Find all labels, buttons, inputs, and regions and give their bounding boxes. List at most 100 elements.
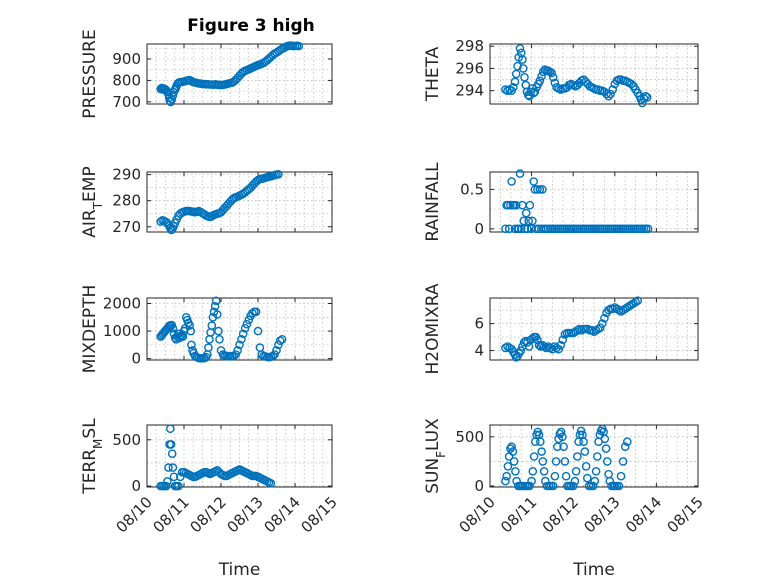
axis-box bbox=[146, 297, 333, 361]
data-point bbox=[560, 457, 570, 466]
data-point bbox=[516, 346, 526, 355]
data-point bbox=[591, 466, 601, 476]
data-point bbox=[533, 185, 542, 194]
data-point bbox=[168, 463, 178, 472]
y-tick-label: 800 bbox=[112, 71, 141, 89]
y-tick-label: 0 bbox=[131, 350, 141, 368]
data-point bbox=[514, 224, 524, 234]
data-point bbox=[501, 476, 510, 486]
data-point bbox=[508, 83, 518, 92]
data-point bbox=[169, 472, 179, 482]
data-point bbox=[166, 321, 175, 331]
data-point bbox=[210, 301, 220, 311]
y-tick-label: 0 bbox=[131, 477, 141, 495]
y-tick-label: 294 bbox=[455, 82, 484, 100]
data-point bbox=[177, 330, 187, 340]
subplot-pressure: 700 800 900 PRESSURE bbox=[80, 29, 333, 119]
data-point bbox=[603, 457, 612, 466]
data-point bbox=[507, 442, 516, 452]
data-point bbox=[174, 481, 183, 491]
data-point bbox=[633, 296, 643, 306]
x-tick-label: 08/15 bbox=[664, 493, 707, 536]
data-point bbox=[511, 200, 521, 210]
data-point bbox=[623, 437, 632, 447]
data-point bbox=[163, 477, 172, 486]
data-point bbox=[528, 466, 538, 476]
data-point bbox=[516, 224, 526, 234]
data-point bbox=[580, 447, 590, 456]
data-point bbox=[277, 334, 287, 344]
data-point bbox=[528, 216, 537, 226]
data-point bbox=[583, 473, 592, 483]
data-point bbox=[575, 430, 585, 440]
data-point bbox=[502, 471, 511, 481]
data-point bbox=[525, 481, 534, 491]
y-tick-label: 4 bbox=[474, 342, 484, 360]
data-point bbox=[207, 321, 217, 330]
data-point bbox=[537, 71, 546, 81]
x-tick-label: 08/14 bbox=[622, 493, 665, 536]
data-point bbox=[550, 471, 560, 481]
data-point bbox=[608, 304, 618, 314]
x-tick-label: 08/11 bbox=[150, 493, 193, 536]
data-point bbox=[294, 41, 304, 51]
axis-box bbox=[146, 171, 333, 233]
data-point bbox=[274, 169, 283, 179]
data-point bbox=[530, 87, 540, 97]
data-point bbox=[614, 481, 624, 491]
data-point bbox=[614, 305, 624, 315]
y-axis-label: THETA bbox=[423, 46, 443, 102]
y-tick-label: 280 bbox=[112, 192, 141, 210]
data-point bbox=[558, 335, 568, 345]
data-point bbox=[539, 466, 549, 476]
data-point bbox=[208, 312, 218, 322]
data-point bbox=[240, 323, 250, 333]
data-point bbox=[606, 89, 615, 99]
data-point bbox=[506, 200, 515, 210]
y-tick-label: 500 bbox=[455, 428, 484, 446]
data-point bbox=[167, 449, 177, 459]
data-point bbox=[539, 342, 549, 351]
data-point bbox=[638, 98, 647, 108]
data-point bbox=[559, 442, 568, 452]
data-point bbox=[233, 346, 242, 355]
y-tick-label: 0 bbox=[474, 220, 484, 238]
data-point bbox=[231, 350, 241, 359]
data-point bbox=[515, 169, 525, 178]
data-point bbox=[593, 324, 603, 334]
x-tick-label: 08/10 bbox=[113, 493, 156, 536]
x-tick-label: 08/12 bbox=[539, 493, 582, 536]
data-point bbox=[608, 85, 618, 94]
data-point bbox=[573, 452, 582, 461]
data-point bbox=[272, 346, 281, 355]
data-point bbox=[185, 321, 194, 330]
data-point bbox=[533, 335, 542, 345]
y-tick-label: 298 bbox=[455, 37, 484, 55]
data-point bbox=[598, 319, 607, 328]
x-tick-label: 08/13 bbox=[580, 493, 623, 536]
data-point bbox=[523, 224, 532, 234]
data-point bbox=[568, 481, 578, 491]
data-point bbox=[519, 216, 529, 226]
data-point bbox=[237, 334, 246, 344]
axis-box bbox=[489, 43, 699, 105]
data-point bbox=[535, 185, 545, 194]
data-point bbox=[519, 64, 528, 73]
data-point bbox=[560, 330, 570, 339]
data-point bbox=[168, 91, 178, 100]
data-point bbox=[579, 437, 588, 447]
data-point bbox=[503, 200, 513, 210]
data-point bbox=[248, 308, 257, 318]
y-axis-label: RAINFALL bbox=[423, 162, 443, 242]
axis-box bbox=[146, 43, 333, 105]
data-point bbox=[524, 216, 534, 226]
data-point bbox=[518, 55, 527, 64]
data-point bbox=[511, 69, 521, 79]
data-point bbox=[187, 340, 196, 350]
chart-title: Figure 3 high bbox=[187, 16, 315, 36]
y-tick-label: 6 bbox=[474, 315, 484, 333]
y-tick-label: 270 bbox=[112, 218, 141, 236]
data-point bbox=[511, 466, 520, 476]
